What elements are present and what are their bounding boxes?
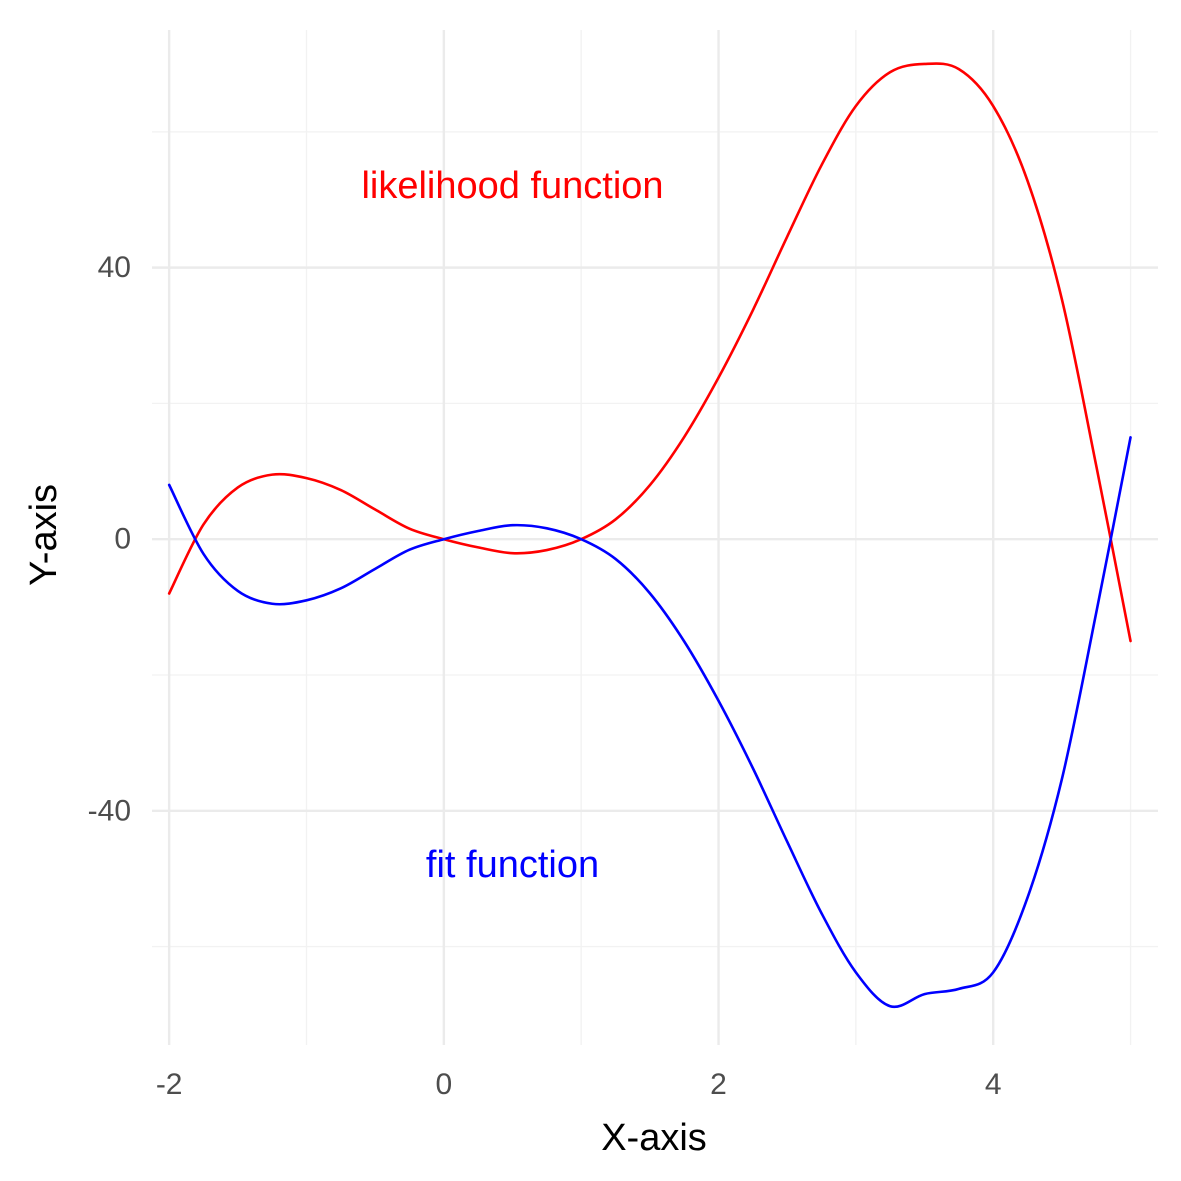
y-axis-title: Y-axis xyxy=(23,484,65,586)
x-tick-label: 2 xyxy=(710,1068,727,1101)
y-tick-label: 0 xyxy=(114,523,131,556)
y-tick-label: -40 xyxy=(88,794,131,827)
series-line-likelihood xyxy=(167,62,1132,643)
annotation-label: likelihood function xyxy=(361,165,663,207)
x-tick-label: 0 xyxy=(435,1068,452,1101)
y-tick-label: 40 xyxy=(98,251,131,284)
annotation-label: fit function xyxy=(426,844,599,886)
series-lines xyxy=(167,62,1132,1009)
y-tick-labels: -40 0 40 xyxy=(88,251,131,827)
minor-grid xyxy=(152,30,1158,1045)
major-grid xyxy=(152,30,1158,1045)
x-tick-label: -2 xyxy=(156,1068,183,1101)
x-tick-labels: -2 0 2 4 xyxy=(156,1068,1002,1101)
annotations: likelihood function fit function xyxy=(361,165,663,886)
series-line-fit xyxy=(167,436,1132,1009)
x-axis-title: X-axis xyxy=(601,1117,707,1159)
x-tick-label: 4 xyxy=(985,1068,1002,1101)
